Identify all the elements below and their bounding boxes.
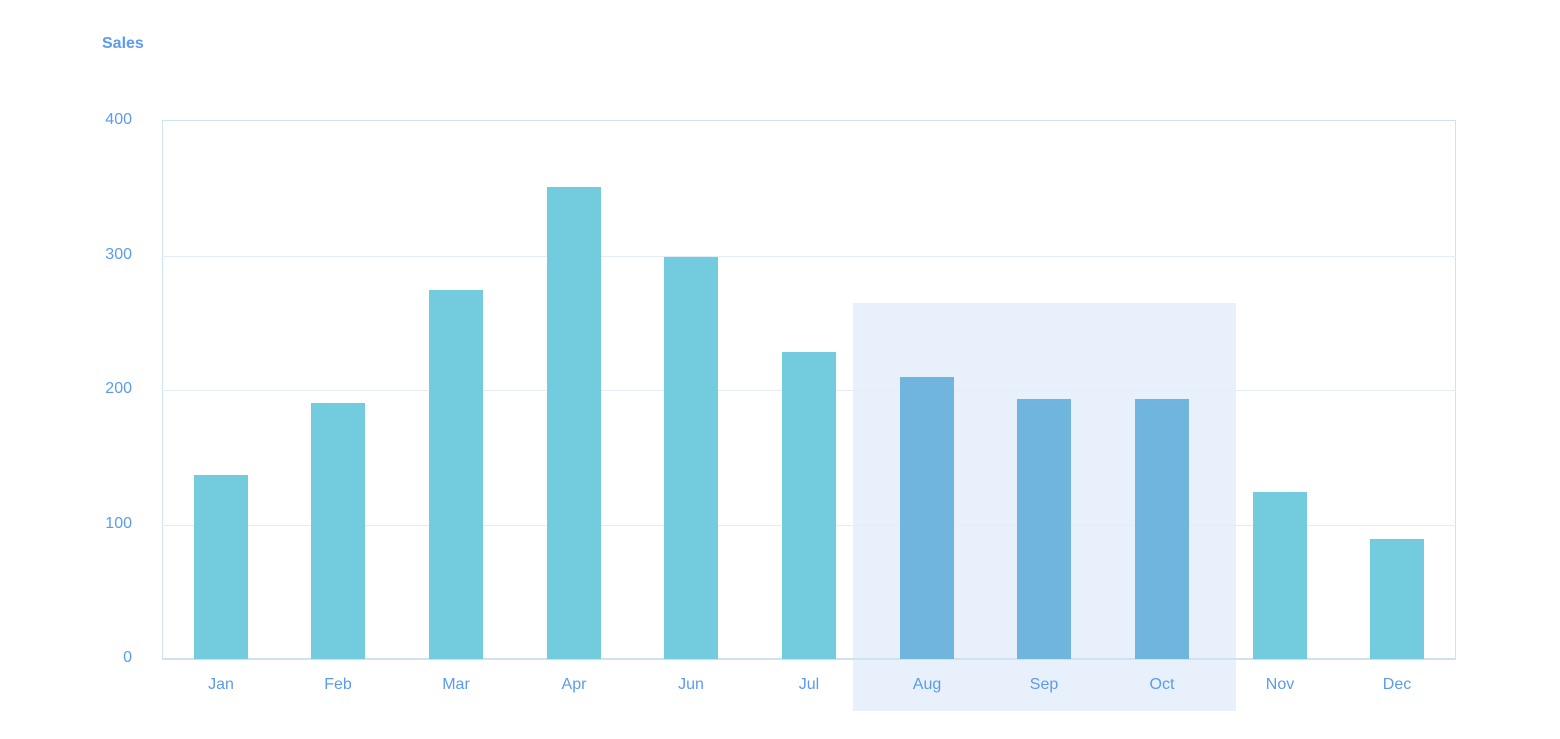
bar-aug[interactable] <box>900 377 954 659</box>
y-axis-label: 400 <box>105 111 132 128</box>
y-axis-label: 100 <box>105 515 132 532</box>
x-axis-label: Jun <box>678 676 704 693</box>
x-axis-label: Jul <box>798 676 820 693</box>
bar-oct[interactable] <box>1135 399 1189 659</box>
bar-nov[interactable] <box>1253 492 1307 659</box>
x-axis-label: Sep <box>1029 676 1059 693</box>
x-axis-label: Mar <box>442 676 470 693</box>
y-axis-label: 200 <box>105 380 132 397</box>
bar-jul[interactable] <box>782 352 836 659</box>
chart-title: Sales <box>102 35 144 52</box>
x-axis-line <box>162 659 1456 660</box>
bar-feb[interactable] <box>311 403 365 659</box>
x-axis-label: Apr <box>561 676 587 693</box>
x-axis-label: Jan <box>208 676 234 693</box>
bar-dec[interactable] <box>1370 539 1424 659</box>
x-axis-label: Nov <box>1265 676 1295 693</box>
bar-jun[interactable] <box>664 257 718 659</box>
bar-sep[interactable] <box>1017 399 1071 659</box>
bar-mar[interactable] <box>429 290 483 659</box>
x-axis-label: Oct <box>1149 676 1175 693</box>
x-axis-label: Aug <box>912 676 942 693</box>
bar-jan[interactable] <box>194 475 248 659</box>
y-axis-label: 300 <box>105 246 132 263</box>
gridline <box>162 256 1456 257</box>
bar-apr[interactable] <box>547 187 601 659</box>
x-axis-label: Feb <box>324 676 352 693</box>
x-axis-label: Dec <box>1382 676 1412 693</box>
y-axis-label: 0 <box>123 649 132 666</box>
